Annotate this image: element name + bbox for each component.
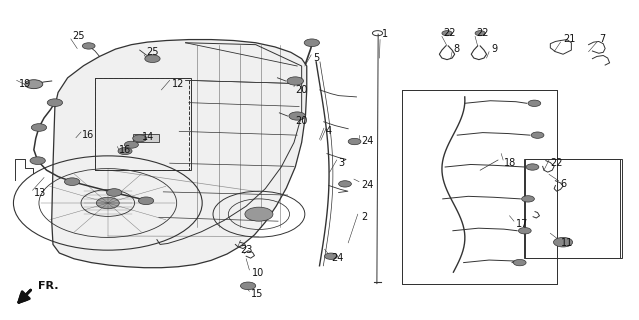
Circle shape: [118, 148, 132, 155]
Text: 7: 7: [599, 34, 605, 44]
Text: 1: 1: [382, 29, 388, 39]
Text: 2: 2: [361, 212, 367, 222]
Circle shape: [339, 181, 351, 187]
Circle shape: [289, 112, 305, 120]
Text: 13: 13: [34, 188, 46, 198]
Circle shape: [521, 196, 534, 202]
Circle shape: [145, 55, 160, 62]
Circle shape: [96, 197, 119, 209]
Text: 11: 11: [560, 238, 573, 248]
Text: 8: 8: [454, 44, 459, 54]
Circle shape: [240, 282, 256, 290]
Text: 23: 23: [240, 245, 252, 255]
Circle shape: [513, 260, 526, 266]
Circle shape: [31, 124, 47, 131]
Circle shape: [528, 100, 541, 107]
Circle shape: [553, 237, 573, 247]
Text: 10: 10: [252, 268, 264, 278]
Text: 15: 15: [251, 290, 264, 300]
Text: 20: 20: [295, 116, 307, 126]
Text: 5: 5: [313, 53, 320, 63]
Circle shape: [107, 189, 122, 196]
Text: 12: 12: [172, 78, 184, 89]
Polygon shape: [52, 40, 307, 268]
Text: 16: 16: [119, 145, 132, 155]
Text: 22: 22: [476, 28, 489, 38]
FancyBboxPatch shape: [134, 133, 159, 142]
Text: 24: 24: [361, 136, 373, 146]
Circle shape: [287, 77, 304, 85]
Text: 24: 24: [331, 253, 343, 263]
Circle shape: [531, 132, 544, 138]
Circle shape: [25, 80, 43, 89]
Text: 14: 14: [142, 132, 155, 142]
Circle shape: [65, 178, 80, 186]
Text: 3: 3: [339, 158, 345, 168]
Circle shape: [125, 141, 139, 148]
Text: 4: 4: [326, 126, 332, 136]
Circle shape: [475, 31, 485, 36]
Text: 19: 19: [19, 78, 31, 89]
Circle shape: [325, 253, 337, 260]
Circle shape: [442, 31, 452, 36]
Text: 9: 9: [491, 44, 498, 54]
Text: 6: 6: [560, 179, 567, 189]
Text: 17: 17: [516, 219, 528, 229]
Text: 22: 22: [550, 158, 563, 168]
Text: 25: 25: [72, 31, 84, 41]
Text: 20: 20: [295, 85, 307, 95]
Circle shape: [518, 228, 531, 234]
Circle shape: [245, 207, 273, 221]
Circle shape: [133, 135, 147, 142]
Circle shape: [348, 138, 361, 145]
Circle shape: [304, 39, 320, 47]
Circle shape: [526, 164, 539, 170]
Text: 25: 25: [146, 47, 158, 57]
Text: 18: 18: [504, 158, 517, 168]
Text: 24: 24: [361, 180, 373, 190]
Circle shape: [139, 197, 154, 204]
Circle shape: [47, 99, 63, 107]
Circle shape: [82, 43, 95, 49]
Text: 16: 16: [82, 130, 95, 140]
Circle shape: [30, 157, 45, 164]
Text: FR.: FR.: [38, 282, 58, 292]
Text: 21: 21: [563, 34, 576, 44]
Text: 22: 22: [443, 28, 456, 38]
